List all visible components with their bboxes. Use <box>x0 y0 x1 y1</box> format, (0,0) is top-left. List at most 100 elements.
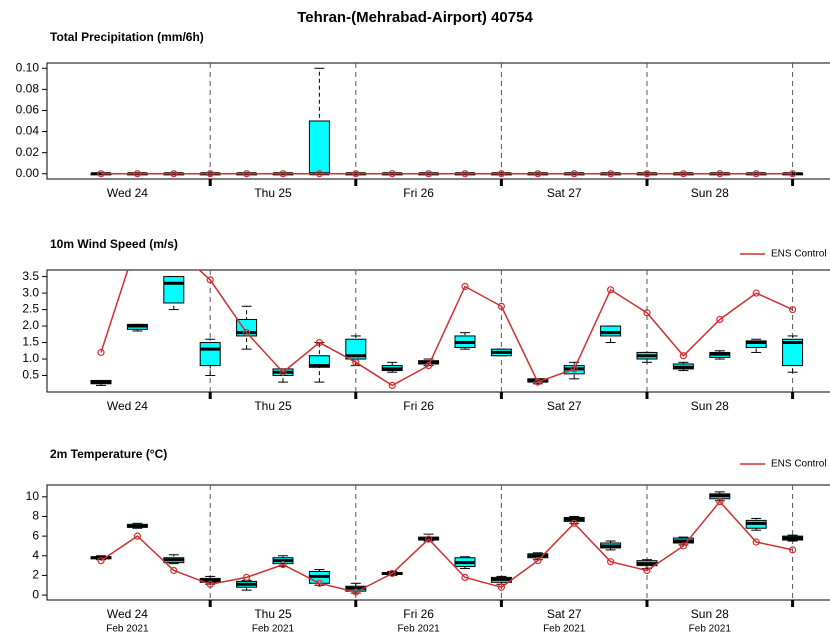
x-tick-label: Wed 24 <box>107 399 148 413</box>
control-point <box>606 558 615 566</box>
control-point <box>788 305 797 314</box>
control-point <box>425 362 433 370</box>
control-point <box>279 368 287 376</box>
y-tick-label: 2 <box>32 568 39 582</box>
x-tick-label: Thu 25 <box>254 399 292 413</box>
plot-area <box>90 270 804 390</box>
box <box>163 276 185 304</box>
control-point <box>352 170 360 178</box>
control-point <box>133 170 141 178</box>
control-point <box>206 580 214 588</box>
box <box>199 342 221 367</box>
y-tick-label: 10 <box>26 489 40 503</box>
control-point <box>388 170 396 178</box>
x-tick-label: Wed 24 <box>107 186 148 200</box>
control-point <box>679 352 688 360</box>
control-point <box>643 566 651 575</box>
x-tick-label: Sun 28 <box>691 607 729 621</box>
plot-frame <box>46 269 830 393</box>
x-tick-label: Wed 24 <box>107 607 148 621</box>
box <box>745 340 767 348</box>
control-point <box>97 170 105 178</box>
x-tick-label: Fri 26 <box>403 186 434 200</box>
control-point <box>425 170 433 178</box>
control-point <box>206 276 214 284</box>
x-sublabel: Feb 2021 <box>397 624 440 635</box>
control-point <box>315 170 323 178</box>
x-tick-label: Sun 28 <box>691 186 729 200</box>
panel-title: Total Precipitation (mm/6h) <box>50 30 204 44</box>
x-sublabel: Feb 2021 <box>106 624 149 635</box>
control-point <box>570 170 578 178</box>
control-line <box>100 270 793 387</box>
y-tick-label: 0.04 <box>16 124 40 138</box>
y-tick-label: 4 <box>32 548 39 562</box>
control-point <box>461 282 469 291</box>
y-tick-label: 1.0 <box>22 351 39 365</box>
legend-label: ENS Control <box>771 249 827 260</box>
x-tick-label: Fri 26 <box>403 399 434 413</box>
panel-title: 2m Temperature (°C) <box>50 447 167 461</box>
control-point <box>497 170 505 178</box>
box <box>308 355 330 368</box>
control-point <box>170 566 178 575</box>
control-point <box>716 170 724 178</box>
control-point <box>206 170 214 178</box>
control-point <box>752 289 760 297</box>
control-point <box>133 532 141 540</box>
box <box>782 338 804 367</box>
x-sublabel: Feb 2021 <box>252 624 295 635</box>
y-tick-label: 0.00 <box>16 166 40 180</box>
control-point <box>497 302 505 310</box>
control-point <box>606 286 615 294</box>
y-tick-label: 0.06 <box>16 103 40 117</box>
control-point <box>243 329 251 337</box>
control-point <box>315 579 323 587</box>
control-point <box>425 535 433 543</box>
x-sublabel: Feb 2021 <box>689 624 732 635</box>
control-point <box>788 170 797 178</box>
chart-title: Tehran-(Mehrabad-Airport) 40754 <box>297 9 533 26</box>
control-point <box>534 170 542 178</box>
plot-area <box>90 491 804 596</box>
control-point <box>243 170 251 178</box>
control-point <box>279 170 287 178</box>
control-point <box>97 348 105 357</box>
control-point <box>388 569 396 578</box>
y-tick-label: 2.5 <box>22 302 39 316</box>
y-tick-label: 0.02 <box>16 145 40 159</box>
control-point <box>461 170 469 178</box>
box <box>600 325 622 337</box>
x-tick-label: Sat 27 <box>547 607 582 621</box>
control-point <box>643 309 651 317</box>
x-tick-label: Sat 27 <box>547 399 582 413</box>
y-tick-label: 8 <box>32 509 39 523</box>
control-point <box>606 170 615 178</box>
control-point <box>716 498 724 506</box>
control-line <box>100 500 793 593</box>
y-tick-label: 3.0 <box>22 285 39 299</box>
y-tick-label: 0.5 <box>22 368 39 382</box>
control-point <box>497 583 505 591</box>
control-point <box>643 170 651 178</box>
control-point <box>388 381 396 390</box>
control-point <box>570 365 578 373</box>
control-point <box>352 358 360 366</box>
control-point <box>679 170 688 178</box>
plot-frame <box>46 62 830 180</box>
control-point <box>534 378 542 386</box>
control-point <box>534 557 542 565</box>
x-tick-label: Fri 26 <box>403 607 434 621</box>
legend-label: ENS Control <box>771 459 827 470</box>
x-tick-label: Sat 27 <box>547 186 582 200</box>
control-point <box>243 573 251 581</box>
control-point <box>716 315 724 324</box>
panel-title: 10m Wind Speed (m/s) <box>50 237 178 251</box>
plot-frame <box>46 484 830 601</box>
control-point <box>752 170 760 178</box>
control-point <box>788 546 797 554</box>
x-sublabel: Feb 2021 <box>543 624 586 635</box>
x-tick-label: Thu 25 <box>254 186 292 200</box>
